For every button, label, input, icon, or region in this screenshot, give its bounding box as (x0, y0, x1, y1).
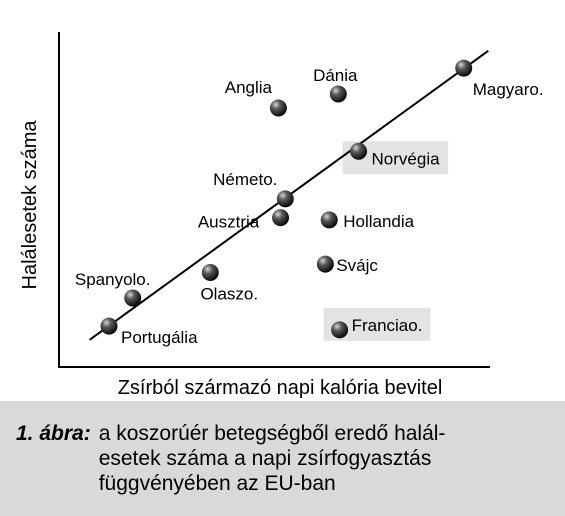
point-label: Spanyolo. (75, 270, 151, 289)
point-label: Franciao. (352, 316, 423, 335)
caption-line: függvényében az EU-ban (98, 472, 336, 495)
data-point (201, 264, 219, 282)
point-label: Norvégia (372, 149, 441, 168)
y-axis-label: Halálesetek száma (19, 120, 41, 290)
point-label: Németo. (213, 170, 277, 189)
point-label: Dánia (313, 66, 358, 85)
data-point (272, 209, 290, 227)
data-point (329, 85, 347, 103)
caption-line: esetek száma a napi zsírfogyasztás (98, 447, 432, 470)
point-label: Hollandia (343, 212, 414, 231)
data-point (455, 59, 473, 77)
scatter-chart: Magyaro. Dánia Anglia Norvégia Németo. Ausztr… (19, 32, 544, 399)
data-point (276, 190, 294, 208)
caption-number: 1. ábra: (16, 422, 91, 445)
data-point (100, 317, 118, 335)
data-point (350, 142, 368, 160)
figure-caption: 1. ábra: a koszorúér betegségből eredő h… (0, 401, 565, 516)
point-label: Olaszo. (200, 285, 258, 304)
point-label: Portugália (121, 328, 198, 347)
point-label: Ausztria (198, 213, 260, 232)
data-point (331, 321, 349, 339)
caption-text: a koszorúér betegségből eredő halál- ese… (99, 421, 553, 496)
caption-line: a koszorúér betegségből eredő halál- (98, 422, 446, 445)
x-axis-label: Zsírból származó napi kalória bevitel (118, 377, 443, 399)
data-point (269, 99, 287, 117)
point-label: Svájc (336, 256, 378, 275)
data-point (320, 211, 338, 229)
data-point (316, 255, 334, 273)
point-label: Magyaro. (473, 80, 544, 99)
data-point (124, 289, 142, 307)
point-label: Anglia (225, 78, 273, 97)
